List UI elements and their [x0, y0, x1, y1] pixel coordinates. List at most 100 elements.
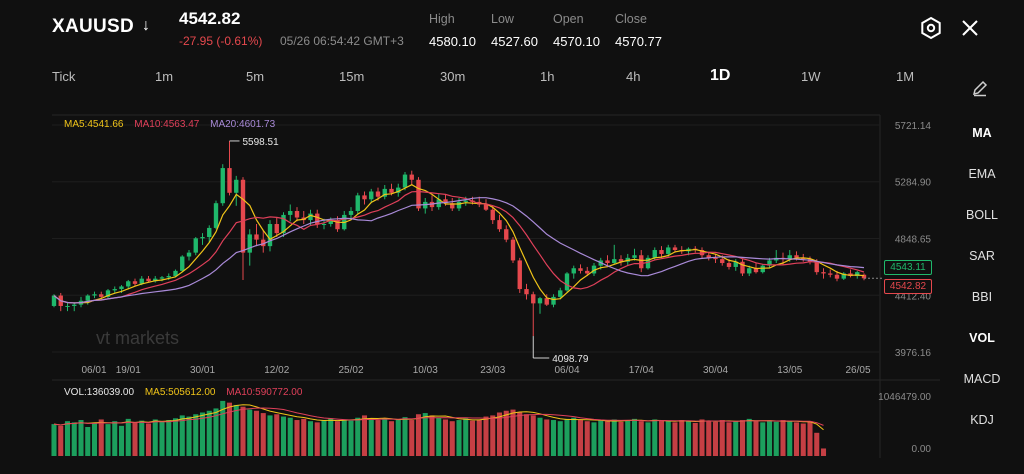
- volume-bar: [760, 422, 766, 456]
- candle-body: [321, 224, 327, 226]
- volume-bar: [780, 420, 786, 456]
- candle-body: [517, 260, 522, 290]
- candle-body: [531, 294, 536, 304]
- candle-body: [726, 263, 732, 267]
- indicator-kdj[interactable]: KDJ: [970, 413, 994, 427]
- candle-body: [740, 261, 745, 274]
- candle-body: [200, 237, 205, 239]
- x-axis-tick-label: 06/04: [554, 365, 579, 376]
- symbol-dropdown-icon[interactable]: ↓: [142, 17, 150, 34]
- candle-body: [814, 261, 819, 273]
- tab-1m[interactable]: 1m: [155, 69, 174, 84]
- current-price: 4542.82: [179, 9, 241, 28]
- candle-body: [65, 305, 70, 307]
- candle-body: [362, 195, 367, 200]
- volume-bar: [814, 432, 820, 456]
- volume-bar: [179, 415, 185, 456]
- volume-bar: [220, 400, 226, 456]
- symbol-title[interactable]: XAUUSD: [52, 16, 135, 37]
- volume-bar: [341, 419, 347, 456]
- candle-body: [355, 195, 360, 212]
- ma-legend: MA5:4541.66 MA10:4563.47 MA20:4601.73: [64, 119, 283, 130]
- candle-body: [166, 276, 171, 278]
- volume-bar: [733, 421, 739, 456]
- close-icon[interactable]: [958, 16, 982, 40]
- volume-bar: [436, 417, 442, 456]
- candle-body: [92, 294, 97, 296]
- candle-body: [396, 187, 401, 193]
- tab-5m[interactable]: 5m: [246, 69, 265, 84]
- volume-bar: [611, 419, 617, 456]
- candle-body: [612, 259, 617, 264]
- indicator-vol[interactable]: VOL: [969, 331, 995, 345]
- candle-body: [180, 256, 185, 271]
- vol-legend: VOL:136039.00 MA5:505612.00 MA10:590772.…: [64, 387, 310, 398]
- volume-bar: [260, 413, 266, 456]
- candle-body: [173, 270, 178, 277]
- volume-bar: [564, 418, 570, 456]
- ma20-line: [53, 197, 865, 304]
- volume-bar: [820, 448, 827, 456]
- candle-body: [308, 213, 313, 221]
- x-axis-tick-label: 30/01: [190, 365, 215, 376]
- candle-body: [713, 257, 718, 260]
- candle-body: [409, 174, 414, 180]
- tab-15m[interactable]: 15m: [339, 69, 365, 84]
- tab-30m[interactable]: 30m: [440, 69, 466, 84]
- candle-body: [706, 255, 711, 258]
- pencil-icon[interactable]: [970, 78, 990, 98]
- volume-bar: [301, 418, 307, 456]
- indicator-sar[interactable]: SAR: [969, 249, 995, 263]
- top-bar: XAUUSD ↓ 4542.82 -27.95 (-0.61%) 05/26 0…: [0, 0, 1024, 60]
- candle-body: [618, 259, 624, 262]
- candle-body: [639, 255, 644, 269]
- tab-1h[interactable]: 1h: [540, 69, 555, 84]
- candle-body: [834, 274, 840, 279]
- volume-bar: [429, 415, 435, 456]
- indicator-boll[interactable]: BOLL: [966, 208, 998, 222]
- candle-body: [828, 273, 833, 275]
- candle-body: [753, 268, 759, 273]
- volume-bar: [314, 422, 320, 456]
- volume-bar: [125, 418, 131, 456]
- candle-body: [139, 278, 144, 284]
- volume-bar: [807, 421, 813, 456]
- candle-body: [112, 289, 117, 291]
- x-axis-tick-label: 10/03: [413, 365, 438, 376]
- volume-bar: [618, 421, 624, 456]
- vol-ma5-value: MA5:505612.00: [144, 387, 216, 398]
- indicator-macd[interactable]: MACD: [963, 372, 1001, 386]
- tab-1d[interactable]: 1D: [710, 67, 731, 84]
- volume-bar: [307, 421, 314, 456]
- volume-bar: [652, 419, 658, 456]
- indicator-menu: MA EMA BOLL SAR BBI VOL MACD KDJ: [940, 70, 1024, 474]
- candle-body: [220, 168, 225, 204]
- candle-body: [747, 268, 752, 274]
- tab-tick[interactable]: Tick: [52, 69, 76, 84]
- volume-bar: [91, 422, 98, 456]
- candle-body: [605, 260, 610, 264]
- candle-body: [443, 199, 448, 204]
- volume-bar: [159, 421, 165, 456]
- candle-body: [463, 200, 468, 202]
- volume-bar: [355, 417, 361, 456]
- candlestick-chart[interactable]: 5721.14 5284.90 4848.65 4412.40 3976.16 10464…: [0, 0, 940, 474]
- timeframe-tabs: Tick 1m 5m 15m 30m 1h 4h 1D 1W 1M: [0, 60, 940, 94]
- candle-body: [294, 211, 300, 218]
- indicator-bbi[interactable]: BBI: [971, 290, 993, 304]
- candle-body: [267, 224, 273, 247]
- price-axis-tick-label: 4412.40: [895, 291, 932, 302]
- stat-high-label: High: [429, 12, 455, 26]
- candle-body: [524, 289, 529, 295]
- x-axis-tick-label: 23/03: [480, 365, 505, 376]
- indicator-ma[interactable]: MA: [972, 126, 992, 140]
- settings-icon[interactable]: [919, 16, 943, 40]
- tab-1M[interactable]: 1M: [896, 69, 915, 84]
- volume-bar: [71, 422, 77, 456]
- indicator-ema[interactable]: EMA: [968, 167, 996, 181]
- volume-bar: [517, 411, 523, 456]
- tab-1w[interactable]: 1W: [801, 69, 821, 84]
- candle-body: [186, 252, 192, 257]
- volume-bar: [240, 406, 246, 456]
- tab-4h[interactable]: 4h: [626, 69, 641, 84]
